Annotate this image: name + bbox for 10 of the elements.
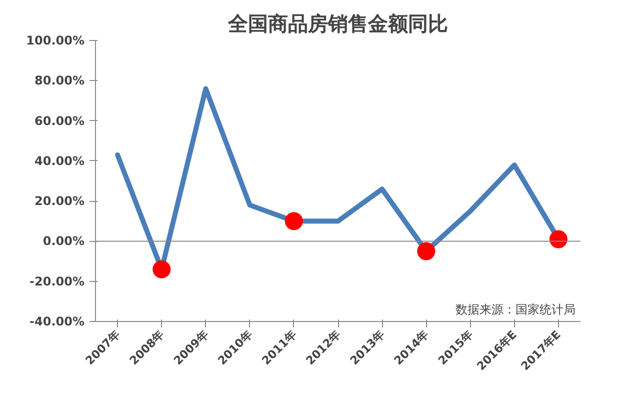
- y-tick-label: 20.00%: [34, 194, 85, 208]
- y-tick-label: 0.00%: [42, 234, 85, 248]
- y-tick-label: 40.00%: [34, 154, 85, 168]
- y-tick-label: 100.00%: [26, 34, 85, 48]
- y-tick-label: 60.00%: [34, 114, 85, 128]
- y-tick-label: -20.00%: [30, 274, 85, 288]
- y-tick-label: 80.00%: [34, 74, 85, 88]
- chart-title: 全国商品房销售金额同比: [227, 12, 448, 36]
- y-tick-label: -40.00%: [30, 314, 85, 328]
- annotation: 数据来源：国家统计局: [456, 302, 576, 316]
